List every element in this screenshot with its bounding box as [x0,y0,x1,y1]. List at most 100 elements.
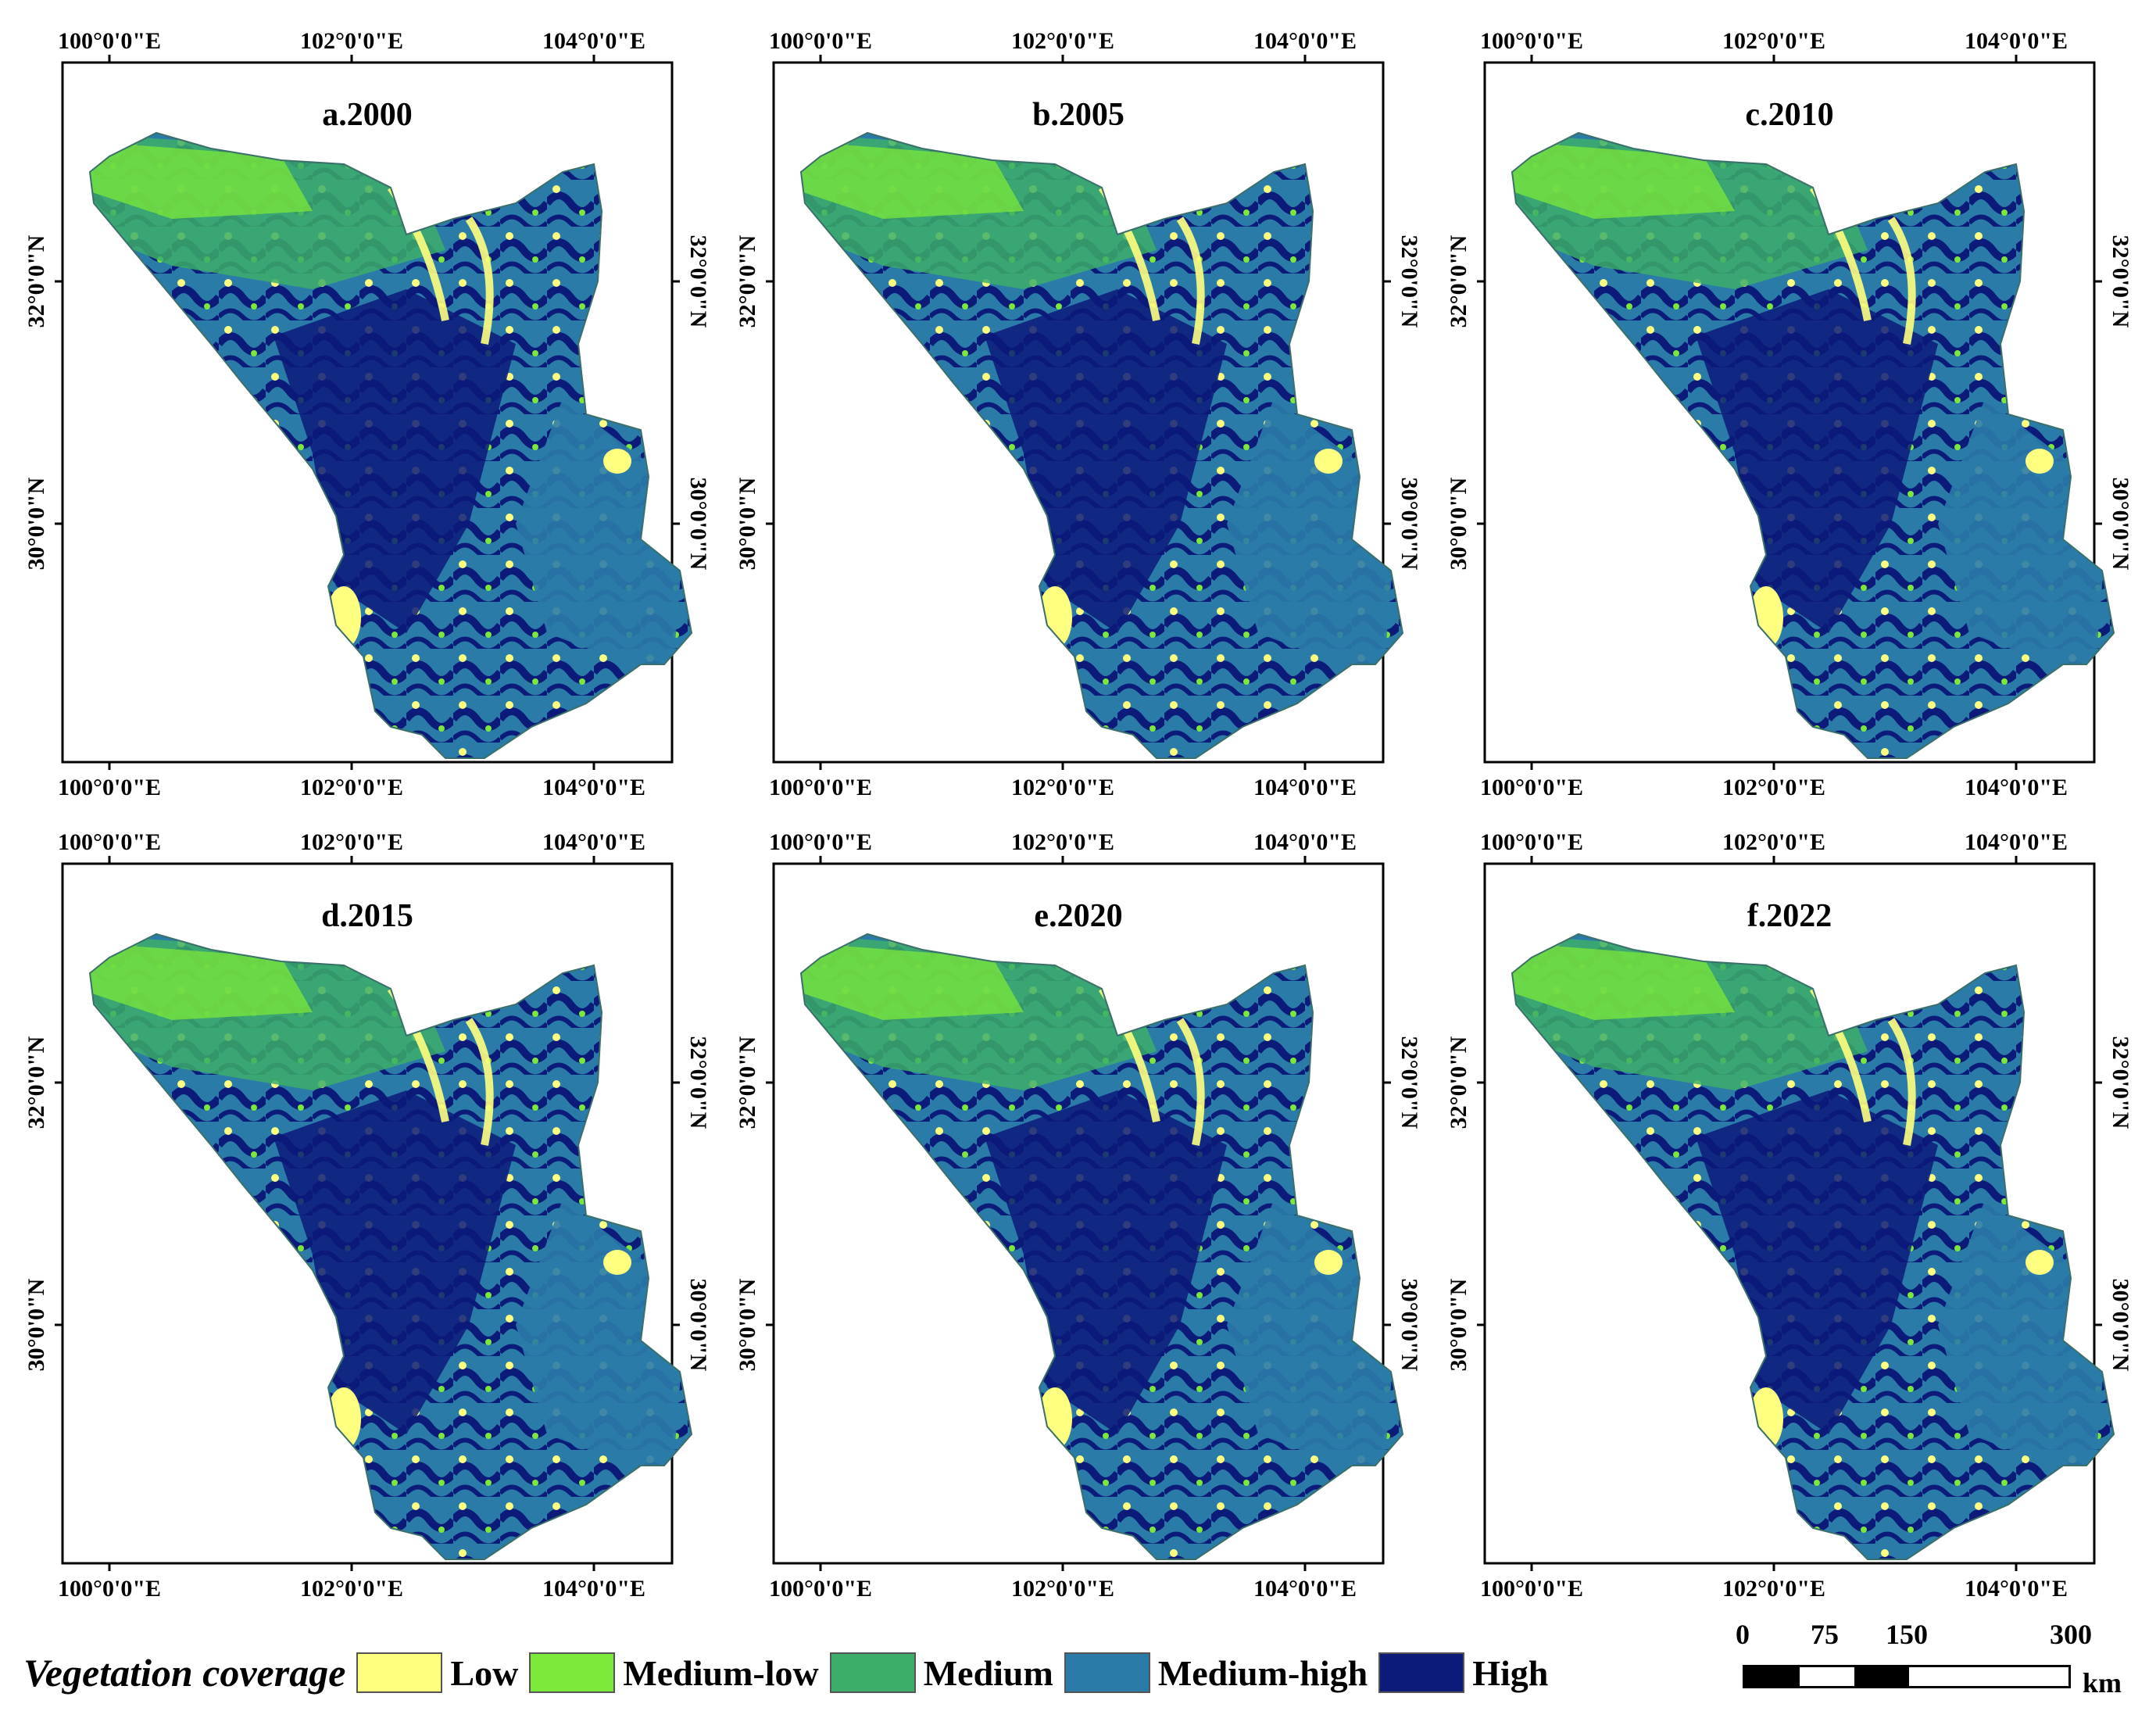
lon-label-bottom: 100°0'0"E [1480,775,1583,800]
lat-label-left: 32°0'0"N [23,234,49,328]
region-outline [88,131,693,759]
region-band-medium-high [516,1200,688,1481]
lon-label-bottom: 102°0'0"E [300,1576,403,1602]
lat-label-left: 30°0'0"N [735,477,760,570]
lon-label-top: 104°0'0"E [542,28,645,54]
region-band-medium-low [90,942,313,1020]
region-outline [1511,131,2115,759]
region-band-medium-low [1512,942,1735,1020]
region-band-medium-high [1227,399,1399,680]
lon-label-bottom: 102°0'0"E [1722,1576,1825,1602]
region-band-medium-low [1512,141,1735,219]
lat-label-right: 30°0'0"N [685,1279,711,1372]
study-region [799,131,1404,759]
lon-label-bottom: 102°0'0"E [300,775,403,800]
region-patch-low [2025,1250,2054,1275]
lat-label-left: 30°0'0"N [735,1278,760,1371]
lon-label-top: 100°0'0"E [58,829,161,855]
lat-label-left: 30°0'0"N [1446,1278,1471,1371]
lon-label-bottom: 100°0'0"E [769,1576,872,1602]
lon-label-bottom: 104°0'0"E [1965,775,2068,800]
scale-bar: 0 75 150 300 km [1719,1618,2141,1704]
lon-label-top: 104°0'0"E [1253,28,1357,54]
region-band-medium-high [1938,1200,2110,1481]
region-patch-low [1314,1250,1343,1275]
lat-label-right: 30°0'0"N [2108,478,2133,571]
legend: Vegetation coverage Low Medium-low Mediu… [23,1641,1743,1704]
legend-item-medium: Medium [829,1652,1053,1694]
scale-tick-75: 75 [1811,1619,1839,1650]
panel-title: f.2022 [1747,898,1832,934]
lon-label-bottom: 100°0'0"E [1480,1576,1583,1602]
map-panel-6: f.2022 100°0'0"E 100°0'0"E 102°0'0"E 102°0'0… [1446,829,2133,1602]
lon-label-top: 100°0'0"E [58,28,161,54]
legend-label-medium: Medium [923,1652,1053,1693]
lat-label-right: 30°0'0"N [1396,478,1422,571]
region-fill [801,133,1403,758]
region-band-medium-high [1938,399,2110,680]
lon-label-top: 104°0'0"E [542,829,645,855]
lon-label-top: 100°0'0"E [1480,829,1583,855]
region-patch-low [603,449,631,474]
lon-label-bottom: 100°0'0"E [58,1576,161,1602]
lat-label-right: 32°0'0"N [685,235,711,328]
lon-label-bottom: 102°0'0"E [1011,1576,1114,1602]
legend-title: Vegetation coverage [23,1651,346,1695]
lon-label-bottom: 104°0'0"E [542,1576,645,1602]
region-band-medium-low [801,942,1024,1020]
lat-label-right: 30°0'0"N [685,478,711,571]
scale-tick-300: 300 [2050,1619,2092,1650]
lat-label-right: 32°0'0"N [1396,1036,1422,1129]
region-band-medium-high [1227,1200,1399,1481]
scale-tick-0: 0 [1736,1619,1750,1650]
lon-label-bottom: 102°0'0"E [1722,775,1825,800]
region-band-medium-low [90,141,313,219]
lat-label-right: 30°0'0"N [2108,1279,2133,1372]
lon-label-top: 104°0'0"E [1253,829,1357,855]
map-panel-2: b.2005 100°0'0"E 100°0'0"E 102°0'0"E 102°0'0… [735,28,1422,800]
legend-label-medium-low: Medium-low [623,1652,819,1693]
legend-item-low: Low [356,1652,518,1694]
region-outline [799,131,1404,759]
lat-label-right: 32°0'0"N [2108,1036,2133,1129]
lat-label-right: 32°0'0"N [1396,235,1422,328]
legend-swatch-low [356,1652,443,1693]
lon-label-top: 104°0'0"E [1965,28,2068,54]
legend-label-low: Low [450,1652,519,1693]
map-panel-5: e.2020 100°0'0"E 100°0'0"E 102°0'0"E 102°0'0… [735,829,1422,1602]
legend-item-medium-low: Medium-low [529,1652,819,1694]
lat-label-left: 30°0'0"N [1446,477,1471,570]
panel-title: e.2020 [1034,898,1122,934]
lat-label-left: 30°0'0"N [23,477,49,570]
lon-label-top: 102°0'0"E [1011,829,1114,855]
lon-label-top: 102°0'0"E [1011,28,1114,54]
legend-swatch-medium-low [529,1652,616,1693]
lon-label-top: 102°0'0"E [300,28,403,54]
legend-item-high: High [1378,1652,1548,1694]
lon-label-top: 102°0'0"E [300,829,403,855]
panel-title: c.2010 [1745,97,1833,133]
scale-unit: km [2083,1667,2122,1698]
lat-label-left: 32°0'0"N [23,1036,49,1129]
region-outline [1511,932,2115,1560]
legend-label-medium-high: Medium-high [1157,1652,1368,1693]
scale-bar-graphic [1743,1665,2071,1688]
scale-tick-150: 150 [1886,1619,1928,1650]
lat-label-left: 32°0'0"N [1446,234,1471,328]
panel-title: a.2000 [322,97,413,133]
region-outline [799,932,1404,1560]
lon-label-top: 102°0'0"E [1722,829,1825,855]
lon-label-bottom: 102°0'0"E [1011,775,1114,800]
lat-label-right: 32°0'0"N [2108,235,2133,328]
map-panel-3: c.2010 100°0'0"E 100°0'0"E 102°0'0"E 102°0'0… [1446,28,2133,800]
lon-label-bottom: 104°0'0"E [1253,1576,1357,1602]
lon-label-top: 100°0'0"E [769,28,872,54]
lat-label-left: 32°0'0"N [1446,1036,1471,1129]
region-band-medium-low [801,141,1024,219]
lon-label-top: 100°0'0"E [769,829,872,855]
lon-label-bottom: 100°0'0"E [769,775,872,800]
region-band-medium-high [516,399,688,680]
map-panel-1: a.2000 100°0'0"E 100°0'0"E 102°0'0"E 102°0'0… [23,28,711,800]
region-patch-low [1314,449,1343,474]
